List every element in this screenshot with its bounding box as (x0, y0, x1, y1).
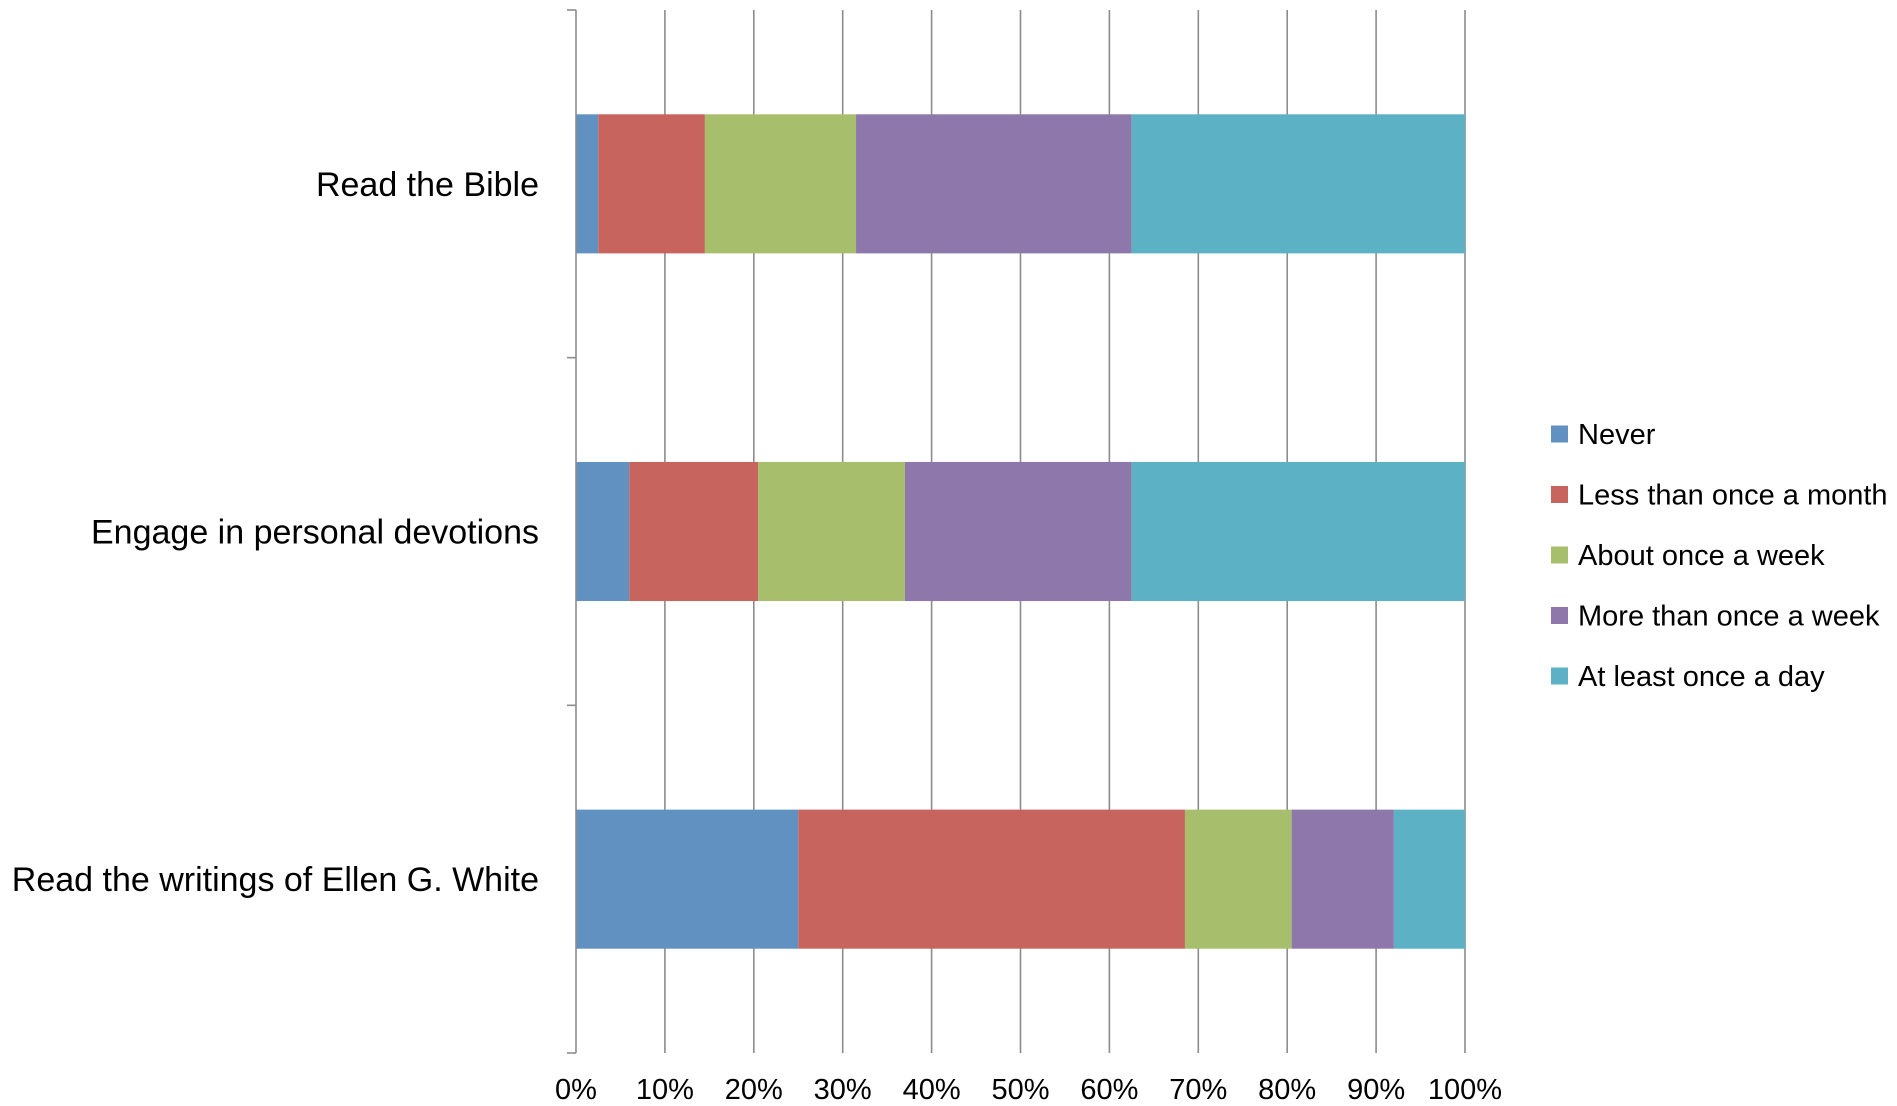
bar-segment-at-least-once-a-day (1393, 809, 1465, 949)
bar-segment-less-than-once-a-month (629, 461, 759, 602)
x-tick-label: 20% (725, 1074, 783, 1106)
bar-segment-more-than-once-a-week (856, 114, 1132, 254)
bar-segment-never (576, 461, 630, 602)
bar-segment-less-than-once-a-month (598, 114, 705, 254)
x-tick-label: 40% (903, 1074, 961, 1106)
x-tick-label: 100% (1428, 1074, 1502, 1106)
bar-segment-about-once-a-week (758, 461, 905, 602)
bar-segment-at-least-once-a-day (1131, 114, 1465, 254)
legend-swatch (1551, 667, 1568, 685)
category-label: Read the writings of Ellen G. White (12, 861, 539, 899)
legend-label: More than once a week (1578, 601, 1880, 633)
x-tick-label: 80% (1258, 1074, 1316, 1106)
bar-segment-about-once-a-week (1184, 809, 1292, 949)
x-tick-label: 30% (814, 1074, 872, 1106)
legend-label: Never (1578, 419, 1656, 451)
legend-swatch (1551, 546, 1568, 564)
x-tick-label: 50% (991, 1074, 1049, 1106)
legend-swatch (1551, 486, 1568, 503)
category-label: Engage in personal devotions (91, 514, 539, 552)
bar-segment-more-than-once-a-week (904, 461, 1132, 602)
x-tick-label: 60% (1080, 1074, 1138, 1106)
x-tick-label: 10% (636, 1074, 694, 1106)
x-tick-label: 0% (555, 1074, 597, 1106)
legend-label: About once a week (1578, 540, 1825, 572)
legend: Never Less than once a month About once a … (1551, 419, 1888, 693)
legend-label: Less than once a month (1578, 480, 1888, 512)
x-tick-label: 70% (1169, 1074, 1227, 1106)
bars (576, 114, 1465, 949)
bar-segment-less-than-once-a-month (798, 809, 1185, 949)
bar-segment-at-least-once-a-day (1131, 461, 1465, 602)
x-tick-label: 90% (1347, 1074, 1405, 1106)
axes (567, 9, 577, 1054)
legend-swatch (1551, 425, 1568, 443)
legend-label: At least once a day (1578, 661, 1825, 693)
legend-swatch (1551, 607, 1568, 624)
bar-segment-more-than-once-a-week (1291, 809, 1394, 949)
x-tick-labels: 0% 10% 20% 30% 40% 50% 60% 70% 80% 90% 100% (555, 1074, 1502, 1106)
bar-segment-about-once-a-week (704, 114, 857, 254)
bar-segment-never (576, 114, 599, 254)
bar-segment-never (576, 809, 799, 949)
category-label: Read the Bible (316, 166, 539, 204)
category-labels: Read the Bible Engage in personal devotio… (12, 166, 539, 899)
